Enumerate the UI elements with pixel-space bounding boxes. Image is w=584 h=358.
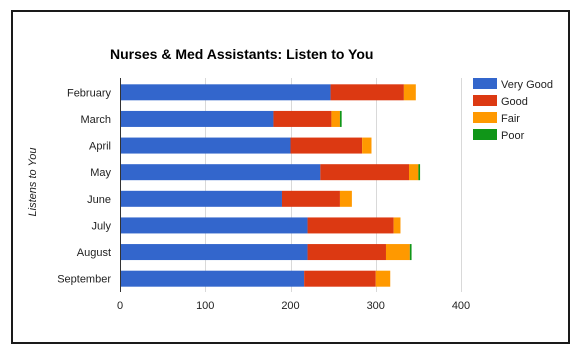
bar-segment (418, 164, 421, 181)
x-tick-label: 0 (117, 300, 123, 312)
legend-swatch (473, 95, 497, 106)
bar-segment (307, 217, 394, 234)
bar-segment (120, 110, 274, 127)
y-tick-label: June (87, 194, 111, 206)
bar-segment (281, 190, 340, 207)
x-tick-label: 200 (281, 300, 299, 312)
legend-label[interactable]: Poor (501, 130, 525, 142)
bar-segment (409, 244, 412, 261)
legend[interactable]: Very Good Good Fair Poor (473, 78, 553, 142)
bar-segment (393, 217, 401, 234)
bar-segment (375, 270, 391, 287)
bar-segment (362, 137, 372, 154)
bar-segment (120, 244, 308, 261)
legend-swatch (473, 78, 497, 89)
y-tick-label: September (57, 274, 111, 286)
legend-label[interactable]: Fair (501, 113, 520, 125)
y-tick-label: April (89, 141, 111, 153)
bar-segment (339, 110, 342, 127)
x-tick-label: 100 (196, 300, 214, 312)
bar-segment (385, 244, 410, 261)
axes: February March April May June July August Septe… (57, 78, 470, 312)
bar-segment (120, 270, 305, 287)
bar-segment (120, 164, 321, 181)
bar-segment (403, 84, 416, 101)
x-tick-label: 300 (367, 300, 385, 312)
bar-segment (331, 110, 340, 127)
bar-segment (273, 110, 332, 127)
x-tick-label: 400 (452, 300, 470, 312)
bar-segment (120, 217, 308, 234)
bar-segment (408, 164, 419, 181)
bar-segment (120, 137, 291, 154)
chart-title: Nurses & Med Assistants: Listen to You (110, 46, 373, 62)
legend-label[interactable]: Good (501, 96, 528, 108)
bar-segment (290, 137, 363, 154)
bar-segment (120, 190, 282, 207)
y-tick-label: March (80, 114, 111, 126)
bar-segment (120, 84, 331, 101)
y-tick-label: July (91, 220, 111, 232)
legend-label[interactable]: Very Good (501, 79, 553, 91)
chart: Nurses & Med Assistants: Listen to You F… (27, 46, 553, 312)
bars (120, 84, 421, 287)
y-tick-label: August (77, 247, 111, 259)
legend-swatch (473, 112, 497, 123)
bar-segment (339, 190, 352, 207)
legend-swatch (473, 129, 497, 140)
y-tick-label: May (90, 167, 111, 179)
bar-segment (307, 244, 386, 261)
y-axis-title: Listens to You (27, 148, 39, 217)
chart-frame: Nurses & Med Assistants: Listen to You F… (11, 10, 570, 344)
y-tick-label: February (67, 87, 112, 99)
bar-segment (304, 270, 376, 287)
bar-segment (320, 164, 409, 181)
bar-segment (330, 84, 404, 101)
